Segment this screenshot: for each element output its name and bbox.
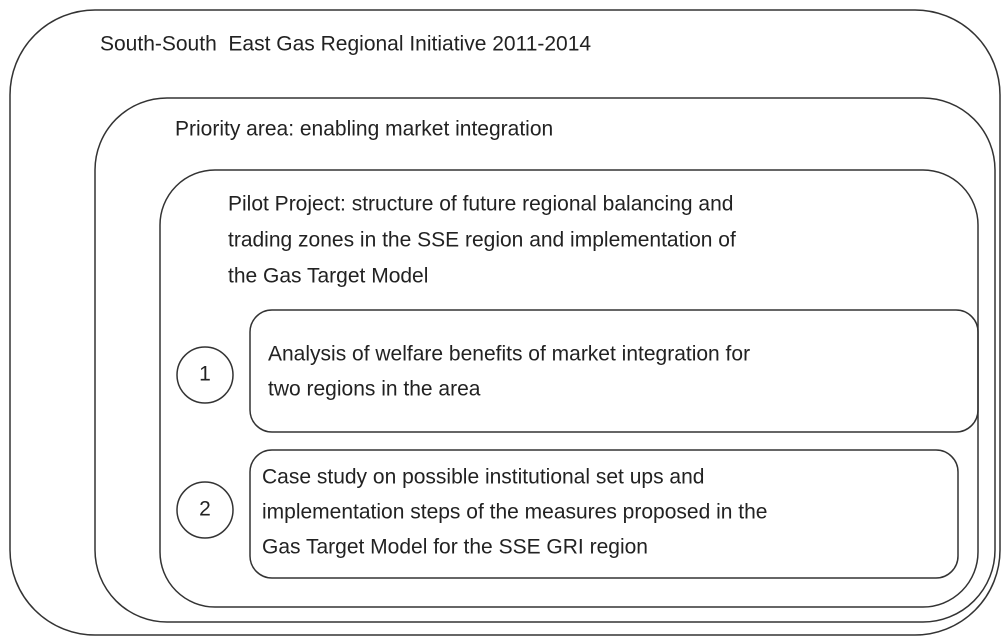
pilot-project-line: the Gas Target Model — [228, 265, 428, 288]
step-number: 2 — [199, 498, 211, 521]
step-line: Case study on possible institutional set… — [262, 466, 704, 489]
step-line: Gas Target Model for the SSE GRI region — [262, 536, 648, 559]
pilot-project-line: Pilot Project: structure of future regio… — [228, 193, 733, 216]
title: South-South East Gas Regional Initiative… — [100, 33, 591, 56]
step-line: two regions in the area — [268, 378, 481, 401]
step-number: 1 — [199, 363, 211, 386]
pilot-project-line: trading zones in the SSE region and impl… — [228, 229, 736, 252]
priority-frame — [94, 97, 996, 623]
step-circle — [176, 346, 234, 404]
step-line: implementation steps of the measures pro… — [262, 501, 767, 524]
step-circle — [176, 481, 234, 539]
initiative-frame — [9, 9, 1001, 636]
step-box — [249, 309, 979, 433]
priority-area: Priority area: enabling market integrati… — [175, 118, 553, 141]
step-line: Analysis of welfare benefits of market i… — [268, 343, 750, 366]
step-box — [249, 449, 959, 579]
